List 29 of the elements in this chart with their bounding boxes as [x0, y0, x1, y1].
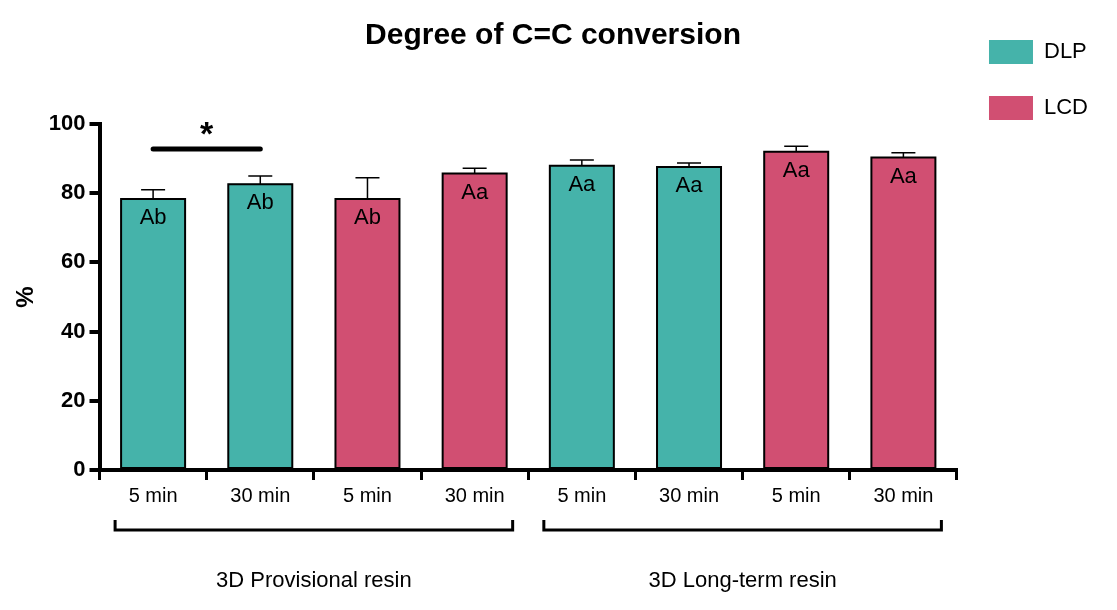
data-label: Ab: [354, 204, 381, 230]
data-label: Aa: [889, 162, 918, 188]
data-label: Ab: [246, 189, 274, 215]
legend-label: DLP: [1043, 38, 1087, 64]
x-tick-label: 30 min: [444, 483, 505, 506]
text: 3D Long-term resin: [648, 567, 837, 593]
data-label: Ab: [139, 204, 167, 230]
x-tick-label: 30 min: [659, 483, 720, 506]
x-tick-label: 5 min: [128, 483, 178, 506]
x-tick-label: 5 min: [557, 483, 607, 506]
y-tick-label: 0: [73, 456, 86, 482]
x-tick-label: 30 min: [230, 483, 291, 506]
text: 3D Provisional resin: [216, 567, 412, 593]
y-tick-label: 40: [61, 317, 86, 343]
data-label: Aa: [461, 178, 489, 204]
y-tick-label: 100: [48, 110, 86, 136]
y-tick-label: 60: [61, 248, 86, 274]
x-tick-label: 30 min: [873, 483, 934, 506]
data-label: Aa: [675, 171, 704, 197]
legend-label: LCD: [1043, 94, 1088, 120]
chart-title: Degree of C=C conversion: [365, 17, 741, 51]
annotation: *: [200, 114, 215, 153]
x-tick-label: 5 min: [343, 483, 392, 506]
y-tick-label: 80: [61, 179, 86, 205]
data-label: Aa: [568, 170, 597, 196]
data-label: Aa: [782, 156, 811, 182]
y-axis-title: %: [11, 286, 39, 308]
y-tick-label: 20: [61, 386, 86, 412]
x-tick-label: 5 min: [771, 483, 821, 506]
